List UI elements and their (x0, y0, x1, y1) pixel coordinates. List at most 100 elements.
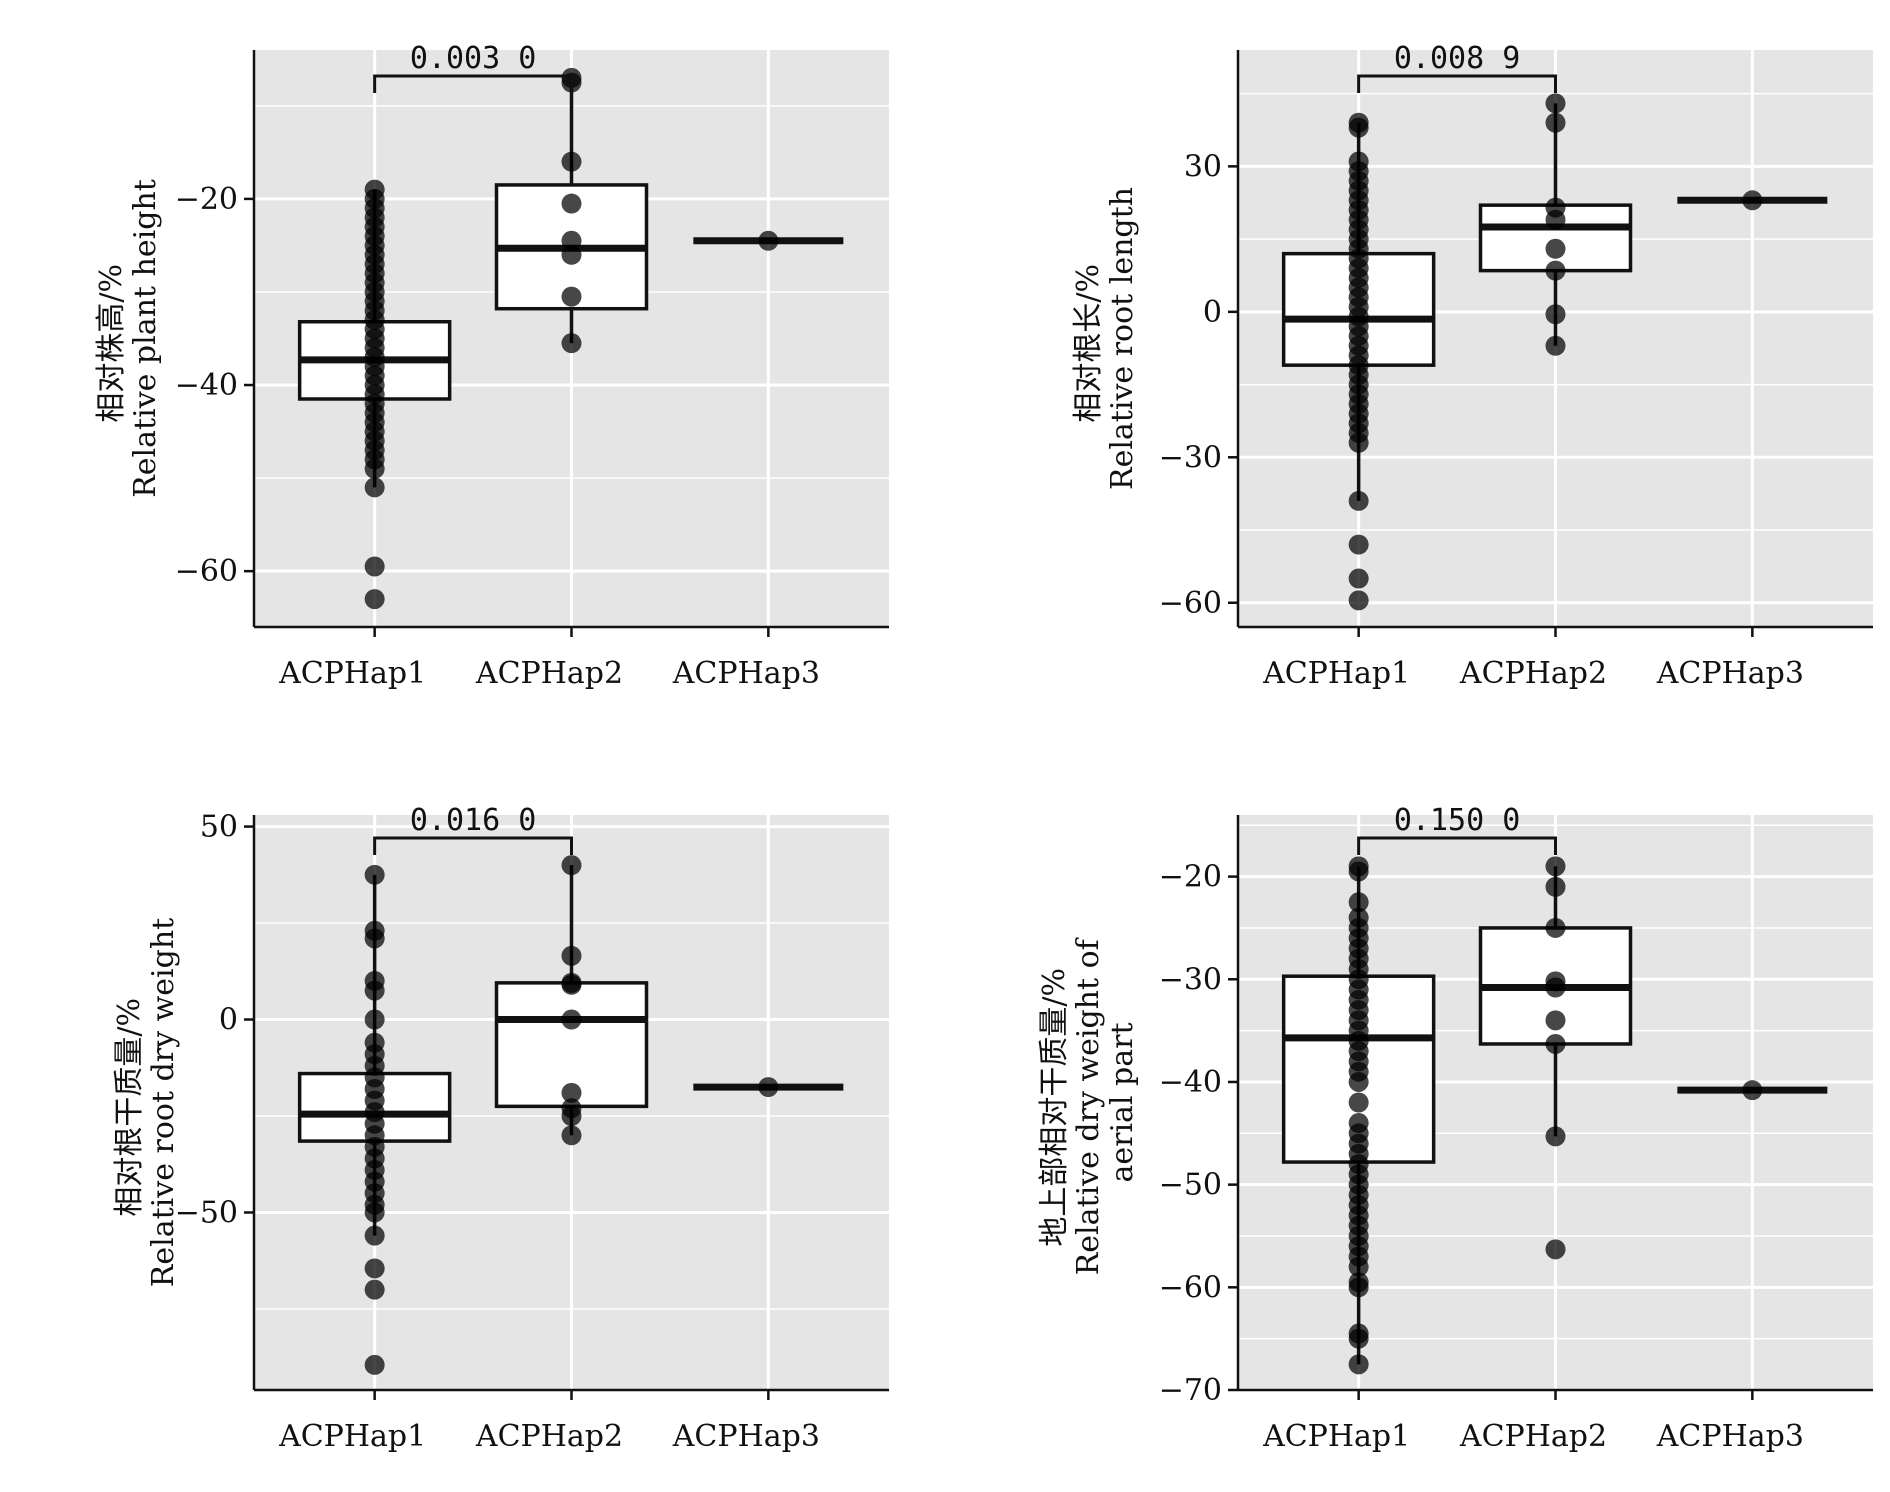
panel-root-dry-weight: 0.016 0 50 0 −50 ACPHap1 ACPHap2 ACPHap3 相… (112, 803, 889, 1454)
data-point (1545, 93, 1566, 114)
y-axis-label-line: Relative root length (1105, 187, 1140, 490)
bracket-line (373, 74, 573, 93)
data-point (1545, 209, 1566, 230)
data-point (364, 589, 385, 610)
data-point (561, 193, 582, 214)
p-value-label: 0.016 0 (410, 803, 536, 838)
data-point (1742, 190, 1763, 211)
x-tick-label: ACPHap3 (672, 656, 820, 691)
data-point (364, 1225, 385, 1246)
data-point (1348, 1071, 1369, 1092)
y-tick-label: −30 (1159, 962, 1222, 997)
significance-bracket: 0.016 0 (373, 803, 573, 855)
y-tick-label: −40 (175, 368, 238, 403)
y-tick-label: −30 (1159, 440, 1222, 475)
y-tick-labels: 30 0 −30 −60 (1159, 149, 1222, 620)
data-point (758, 230, 779, 251)
axes (244, 50, 889, 637)
data-point (1348, 892, 1369, 913)
y-axis-label-line: Relative dry weight of (1071, 937, 1106, 1275)
y-axis-label: 相对根长/% Relative root length (1071, 187, 1140, 490)
data-point (561, 855, 582, 876)
y-tick-label: 0 (1203, 295, 1222, 330)
y-tick-labels: −20 −30 −40 −50 −60 −70 (1159, 860, 1222, 1408)
data-point (1348, 1328, 1369, 1349)
data-point (561, 1106, 582, 1127)
x-category-labels: ACPHap1 ACPHap2 ACPHap3 (278, 656, 820, 691)
significance-bracket: 0.150 0 (1357, 803, 1557, 855)
data-point (364, 864, 385, 885)
data-point (1545, 1033, 1566, 1054)
y-tick-labels: 50 0 −50 (175, 810, 238, 1231)
data-point (561, 286, 582, 307)
y-tick-label: −60 (1159, 1270, 1222, 1305)
data-point (364, 477, 385, 498)
bracket-line (1357, 74, 1557, 93)
x-tick-label: ACPHap3 (1656, 1419, 1804, 1454)
y-tick-label: 50 (200, 810, 238, 845)
y-tick-label: −20 (175, 182, 238, 217)
data-point (1348, 1092, 1369, 1113)
data-point (561, 1009, 582, 1030)
y-tick-labels: −20 −40 −60 (175, 182, 238, 589)
data-points (1348, 856, 1763, 1375)
y-tick-label: −60 (175, 554, 238, 589)
data-point (1348, 861, 1369, 882)
y-tick-label: −60 (1159, 586, 1222, 621)
data-point (364, 1258, 385, 1279)
axes (1228, 50, 1873, 637)
data-point (1545, 1239, 1566, 1260)
data-point (1545, 112, 1566, 133)
p-value-label: 0.150 0 (1394, 803, 1520, 838)
data-point (364, 1279, 385, 1300)
data-point (1348, 1277, 1369, 1298)
data-point (561, 974, 582, 995)
data-point (364, 980, 385, 1001)
data-points (1348, 93, 1763, 611)
p-value-label: 0.008 9 (1394, 41, 1520, 76)
x-category-labels: ACPHap1 ACPHap2 ACPHap3 (1262, 656, 1804, 691)
data-point (758, 1077, 779, 1098)
x-tick-label: ACPHap2 (1459, 656, 1607, 691)
x-tick-label: ACPHap2 (1459, 1419, 1607, 1454)
data-point (1348, 1256, 1369, 1277)
data-point (1545, 876, 1566, 897)
x-tick-label: ACPHap1 (1262, 656, 1410, 691)
significance-bracket: 0.008 9 (1357, 41, 1557, 93)
y-axis-label-line: 相对株高/% (94, 264, 129, 423)
significance-bracket: 0.003 0 (373, 41, 573, 93)
y-tick-label: −50 (1159, 1168, 1222, 1203)
data-point (561, 945, 582, 966)
y-tick-label: −40 (1159, 1065, 1222, 1100)
data-point (1545, 1126, 1566, 1147)
data-point (1545, 977, 1566, 998)
data-point (1348, 117, 1369, 138)
y-tick-label: −70 (1159, 1373, 1222, 1408)
axes (244, 815, 889, 1400)
axes (1228, 815, 1873, 1400)
data-points (364, 67, 779, 610)
data-point (1545, 260, 1566, 281)
x-tick-label: ACPHap1 (278, 1419, 426, 1454)
y-axis-label-line: aerial part (1105, 1022, 1140, 1182)
y-tick-label: −50 (175, 1195, 238, 1230)
panel-aerial-dry-weight: 0.150 0 −20 −30 −40 −50 −60 −70 ACPHap1 ACPHa… (1037, 803, 1873, 1454)
data-point (561, 333, 582, 354)
data-point (364, 1354, 385, 1375)
panel-plant-height: 0.003 0 −20 −40 −60 ACPHap1 ACPHap2 ACPHap… (94, 41, 889, 691)
data-point (364, 1009, 385, 1030)
x-tick-label: ACPHap1 (1262, 1419, 1410, 1454)
data-point (364, 458, 385, 479)
data-point (561, 1125, 582, 1146)
y-axis-label: 地上部相对干质量/% Relative dry weight of aerial… (1037, 930, 1140, 1276)
data-point (364, 1202, 385, 1223)
data-point (364, 556, 385, 577)
y-axis-label-line: Relative root dry weight (146, 918, 181, 1287)
data-point (561, 1082, 582, 1103)
p-value-label: 0.003 0 (410, 41, 536, 76)
x-tick-label: ACPHap2 (475, 656, 623, 691)
y-axis-label: 相对株高/% Relative plant height (94, 179, 163, 498)
data-point (1348, 1354, 1369, 1375)
data-point (1348, 432, 1369, 453)
